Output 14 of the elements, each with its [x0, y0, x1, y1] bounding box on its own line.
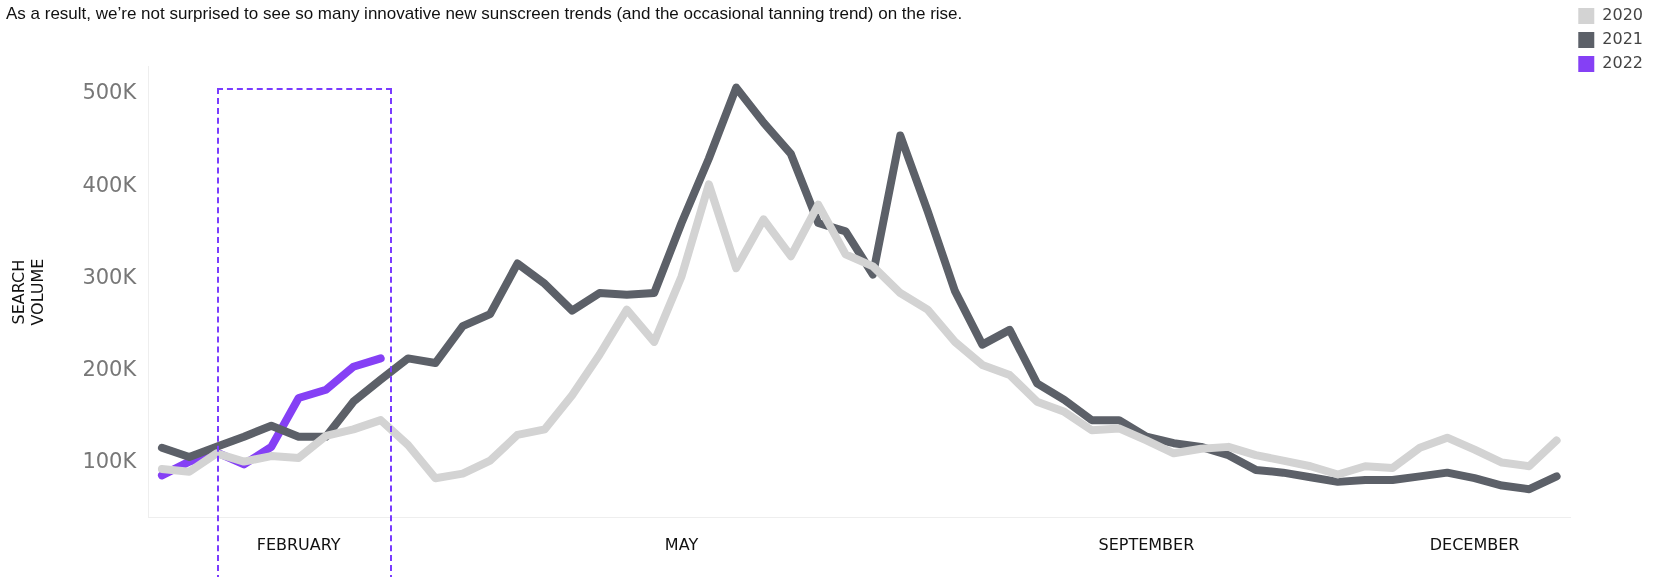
y-tick-label: 400K: [82, 172, 138, 197]
y-tick-label: 500K: [82, 80, 138, 105]
x-tick-label: SEPTEMBER: [1098, 534, 1195, 554]
y-tick-label: 200K: [82, 356, 138, 381]
y-tick-label: 100K: [82, 448, 138, 473]
x-tick-label: MAY: [664, 534, 699, 554]
legend-label: 2022: [1602, 53, 1643, 73]
x-tick-label: DECEMBER: [1429, 534, 1520, 554]
y-tick-label: 300K: [82, 264, 138, 289]
legend-label: 2020: [1602, 5, 1643, 25]
legend-label: 2021: [1602, 29, 1643, 49]
y-axis-title: SEARCH VOLUME: [8, 258, 47, 326]
x-tick-label: FEBRUARY: [256, 534, 341, 554]
chart-title: As a result, we’re not surprised to see so many innovative new sunscreen trends (and the occasional tanning trend) on the rise.: [6, 3, 963, 23]
